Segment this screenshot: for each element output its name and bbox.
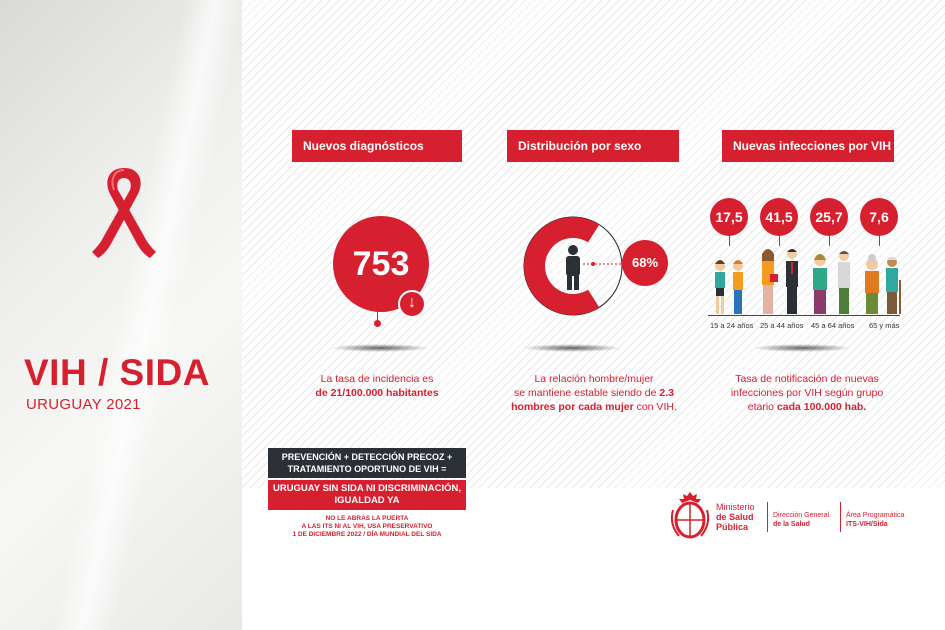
main-title: VIH / SIDA: [24, 352, 210, 393]
ministry-name: Ministerio de Salud Pública: [716, 502, 755, 532]
rate-65-plus: 7,6: [860, 198, 898, 236]
middle-age-figures: [813, 251, 850, 314]
adult-figures: [762, 249, 798, 314]
rate-15-24: 17,5: [710, 198, 748, 236]
footer-area: [242, 488, 945, 630]
caption-incidence: La tasa de incidencia es de 21/100.000 h…: [315, 373, 439, 399]
caption-infection-rate: Tasa de notificación de nuevas infeccion…: [730, 373, 884, 413]
rate-45-64: 25,7: [810, 198, 848, 236]
male-percent: 68%: [622, 240, 668, 286]
age-label-65-plus: 65 y más: [869, 321, 900, 330]
man-icon: [566, 245, 580, 290]
main-subtitle: URUGUAY 2021: [26, 396, 141, 413]
header-nuevas-infecciones: Nuevas infecciones por VIH: [722, 130, 894, 162]
slogan-campaign: NO LE ABRAS LA PUERTA A LAS ITS NI AL VI…: [292, 515, 442, 538]
youth-figures: [715, 260, 743, 314]
left-photo-panel: VIH / SIDA URUGUAY 2021: [0, 0, 242, 630]
red-ribbon-icon: [92, 168, 156, 258]
stats-area: [242, 0, 945, 488]
header-distribucion-sexo: Distribución por sexo: [507, 130, 679, 162]
sex-distribution-donut: [523, 216, 623, 316]
slogan-prevention: PREVENCIÓN + DETECCIÓN PRECOZ + TRATAMIE…: [268, 448, 466, 478]
rate-25-44: 41,5: [760, 198, 798, 236]
donut-male-segment: [524, 217, 600, 315]
age-label-45-64: 45 a 64 años: [811, 321, 855, 330]
arrow-down-icon: ↓: [398, 290, 426, 318]
caption-sex-ratio: La relación hombre/mujer se mantiene est…: [511, 373, 677, 413]
uruguay-coat-of-arms-icon: [670, 492, 710, 539]
age-label-15-24: 15 a 24 años: [710, 321, 754, 330]
age-label-25-44: 25 a 44 años: [760, 321, 804, 330]
direccion-general: Dirección General de la Salud: [773, 512, 830, 528]
slogan-equality: URUGUAY SIN SIDA NI DISCRIMINACIÓN, IGUA…: [268, 480, 466, 510]
people-age-groups-illustration: [715, 249, 901, 314]
area-programatica: Área Programática ITS-VIH/Sida: [846, 512, 905, 528]
elderly-figures: [865, 254, 901, 314]
header-nuevos-diagnosticos: Nuevos diagnósticos: [292, 130, 462, 162]
